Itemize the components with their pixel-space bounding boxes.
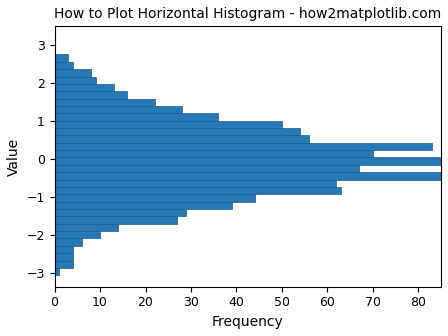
Bar bbox=[55, 253, 73, 260]
Title: How to Plot Horizontal Histogram - how2matplotlib.com: How to Plot Horizontal Histogram - how2m… bbox=[54, 7, 441, 21]
Bar bbox=[55, 62, 73, 69]
Bar bbox=[55, 135, 309, 143]
Bar bbox=[55, 216, 177, 224]
Bar bbox=[55, 106, 182, 113]
Bar bbox=[55, 179, 336, 187]
Bar bbox=[55, 239, 82, 246]
X-axis label: Frequency: Frequency bbox=[212, 315, 284, 329]
Bar bbox=[55, 54, 68, 62]
Bar bbox=[55, 231, 100, 239]
Bar bbox=[55, 150, 373, 158]
Y-axis label: Value: Value bbox=[7, 137, 21, 176]
Bar bbox=[55, 165, 359, 172]
Bar bbox=[55, 246, 73, 253]
Bar bbox=[55, 187, 341, 194]
Bar bbox=[55, 194, 254, 202]
Bar bbox=[55, 128, 300, 135]
Bar bbox=[55, 143, 432, 150]
Bar bbox=[55, 77, 95, 84]
Bar bbox=[55, 91, 127, 98]
Bar bbox=[55, 172, 448, 179]
Bar bbox=[55, 158, 446, 165]
Bar bbox=[55, 224, 118, 231]
Bar bbox=[55, 84, 114, 91]
Bar bbox=[55, 98, 155, 106]
Bar bbox=[55, 69, 91, 77]
Bar bbox=[55, 209, 186, 216]
Bar bbox=[55, 268, 59, 275]
Bar bbox=[55, 113, 218, 121]
Bar bbox=[55, 121, 282, 128]
Bar bbox=[55, 260, 73, 268]
Bar bbox=[55, 202, 232, 209]
